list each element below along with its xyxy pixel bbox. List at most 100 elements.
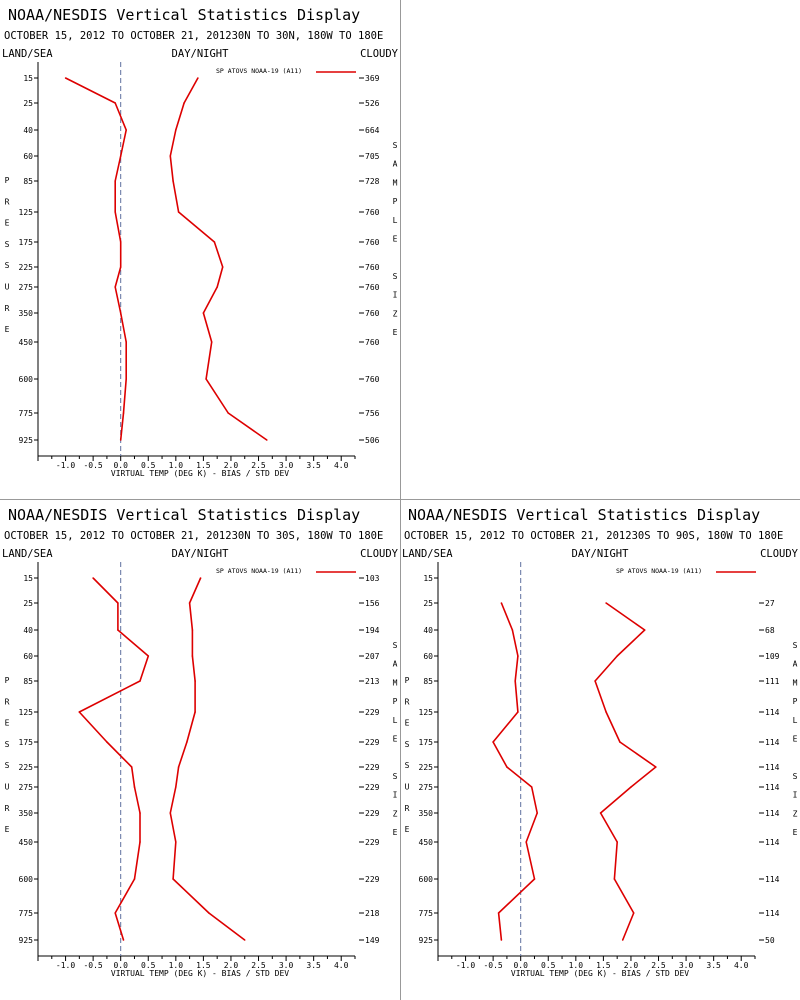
sample-size-axis-letter: Z (393, 309, 398, 318)
data-point-std-dev (205, 378, 207, 380)
x-tick-label: 3.0 (679, 961, 694, 970)
panel-divider-bottom (400, 500, 401, 1000)
data-point-bias (78, 711, 81, 713)
pressure-level-label: 60 (423, 652, 433, 661)
series-line-std-dev (169, 77, 268, 441)
pressure-axis-letter: S (5, 240, 10, 249)
pressure-level-label: 450 (19, 338, 34, 347)
series-line-bias (492, 602, 538, 941)
chart-svg: NOAA/NESDIS Vertical Statistics Display O… (402, 506, 799, 978)
x-tick-label: 0.0 (113, 961, 128, 970)
data-point-std-dev (643, 629, 646, 631)
sample-size-axis-letter: M (393, 178, 398, 187)
x-tick-label: -0.5 (83, 961, 102, 970)
pressure-level-label: 275 (19, 783, 34, 792)
x-tick-label: 3.0 (279, 961, 294, 970)
data-point-bias (139, 680, 141, 682)
sample-size-axis-letter: E (393, 235, 398, 244)
day-night-label: DAY/NIGHT (172, 548, 230, 560)
data-point-bias (125, 129, 127, 131)
sample-size-axis-letter: Z (393, 809, 398, 818)
series-line-bias (65, 77, 127, 441)
sample-size-axis-letter: S (393, 272, 398, 281)
panel-divider-top (400, 0, 401, 500)
sample-size-label: 760 (365, 238, 380, 247)
sample-size-label: 114 (765, 738, 780, 747)
pressure-level-label: 350 (19, 309, 34, 318)
x-tick-label: 1.5 (596, 961, 611, 970)
data-point-bias (492, 741, 494, 743)
pressure-axis-letter: R (5, 697, 10, 706)
pressure-level-label: 925 (19, 936, 34, 945)
data-point-std-dev (177, 211, 180, 213)
pressure-level-label: 775 (419, 909, 434, 918)
x-axis-label: VIRTUAL TEMP (DEG K) - BIAS / STD DEV (511, 969, 689, 978)
x-tick-label: 0.0 (113, 461, 128, 470)
sample-size-label: 27 (765, 599, 775, 608)
data-point-std-dev (172, 180, 174, 182)
x-tick-label: 0.5 (141, 461, 156, 470)
pressure-level-label: 175 (19, 738, 34, 747)
data-point-std-dev (210, 341, 213, 343)
data-point-std-dev (605, 602, 607, 604)
sample-size-label: 760 (365, 208, 380, 217)
data-point-std-dev (191, 629, 194, 631)
data-point-bias (497, 912, 500, 914)
pressure-level-label: 600 (19, 375, 34, 384)
x-tick-label: 1.0 (169, 461, 184, 470)
data-point-bias (114, 912, 116, 914)
cloudy-label: CLOUDY (360, 48, 399, 60)
chart-panel-30n-30n: NOAA/NESDIS Vertical Statistics Display O… (0, 0, 400, 500)
data-point-bias (114, 211, 116, 213)
data-point-bias (506, 766, 508, 768)
data-point-bias (147, 655, 150, 657)
sample-size-axis-letter: L (393, 716, 398, 725)
data-point-std-dev (621, 939, 624, 941)
data-point-bias (106, 741, 108, 743)
pressure-axis-letter: P (5, 676, 10, 685)
x-tick-label: 3.5 (306, 961, 321, 970)
pressure-level-label: 925 (419, 936, 434, 945)
cloudy-label: CLOUDY (760, 548, 799, 560)
x-tick-label: 2.0 (624, 961, 639, 970)
data-point-bias (139, 812, 141, 814)
pressure-level-label: 15 (23, 74, 33, 83)
data-point-std-dev (632, 912, 635, 914)
data-point-bias (514, 680, 516, 682)
pressure-level-label: 25 (23, 99, 33, 108)
sample-size-label: 114 (765, 763, 780, 772)
sample-size-label: 156 (365, 599, 380, 608)
sample-size-axis-letter: S (393, 141, 398, 150)
sample-size-label: 114 (765, 909, 780, 918)
x-tick-label: 2.5 (651, 961, 666, 970)
x-tick-label: 1.5 (196, 461, 211, 470)
series-line-bias (78, 577, 150, 941)
sample-size-label: 229 (365, 738, 380, 747)
pressure-axis-letter: S (5, 261, 10, 270)
sample-size-label: 68 (765, 626, 775, 635)
panel-divider-horizontal (0, 499, 800, 500)
sample-size-label: 728 (365, 177, 380, 186)
sample-size-axis-letter: A (393, 160, 398, 169)
data-point-std-dev (616, 655, 618, 657)
data-point-bias (525, 841, 527, 843)
data-point-std-dev (175, 786, 177, 788)
chart-subtitle: OCTOBER 15, 2012 TO OCTOBER 21, 201230N … (4, 30, 383, 42)
x-tick-label: 0.0 (513, 961, 528, 970)
x-tick-label: -1.0 (56, 961, 75, 970)
data-point-bias (133, 878, 136, 880)
data-point-bias (119, 155, 122, 157)
data-point-std-dev (599, 812, 602, 814)
sample-size-label: 207 (365, 652, 380, 661)
x-tick-label: 3.5 (706, 961, 721, 970)
pressure-axis-letter: S (405, 761, 410, 770)
sample-size-label: 506 (365, 436, 380, 445)
chart-title: NOAA/NESDIS Vertical Statistics Display (8, 6, 360, 24)
data-point-std-dev (197, 77, 199, 79)
data-point-bias (139, 841, 141, 843)
sample-size-label: 111 (765, 677, 780, 686)
data-point-bias (500, 602, 503, 604)
pressure-level-label: 225 (19, 763, 34, 772)
pressure-level-label: 125 (19, 708, 34, 717)
sample-size-label: 114 (765, 708, 780, 717)
